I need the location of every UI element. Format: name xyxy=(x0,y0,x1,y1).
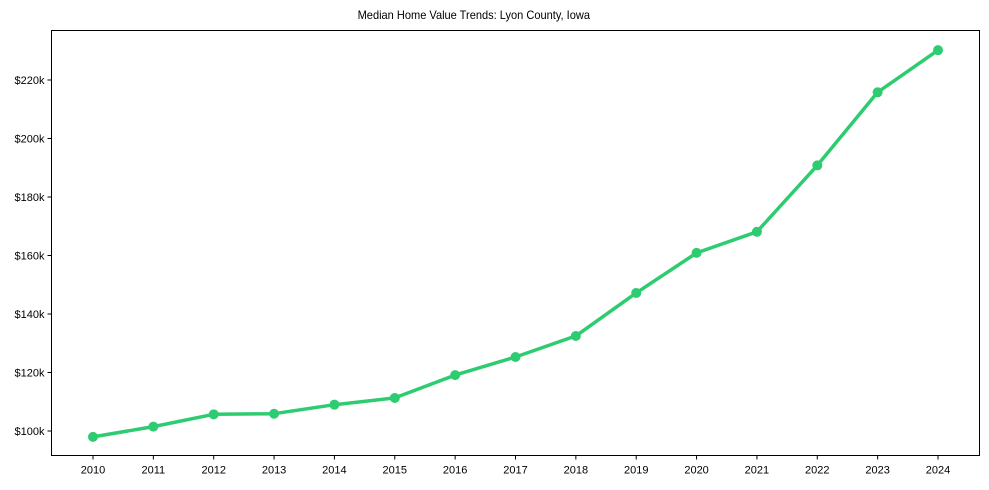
x-tick-label: 2014 xyxy=(322,465,346,477)
x-tick-label: 2024 xyxy=(926,465,950,477)
x-tick-label: 2011 xyxy=(142,465,166,477)
x-tick-label: 2010 xyxy=(81,465,105,477)
chart-title: Median Home Value Trends: Lyon County, I… xyxy=(357,8,590,22)
data-point xyxy=(450,370,461,381)
data-point xyxy=(631,287,642,298)
data-point xyxy=(691,247,702,258)
data-point xyxy=(510,351,521,362)
x-tick-label: 2022 xyxy=(805,465,829,477)
x-axis: 2010 2011 2012 2013 2014 2015 2016 2017 2018 2019… xyxy=(81,455,950,477)
x-tick-label: 2016 xyxy=(443,465,467,477)
y-tick-label: $120k xyxy=(15,368,45,380)
y-tick-label: $160k xyxy=(15,251,45,263)
x-tick-label: 2021 xyxy=(745,465,769,477)
data-point xyxy=(933,45,943,56)
x-tick-label: 2020 xyxy=(684,465,708,477)
data-point xyxy=(329,399,340,410)
x-tick-label: 2019 xyxy=(624,465,648,477)
y-tick-label: $180k xyxy=(15,192,45,204)
data-point xyxy=(148,421,159,432)
x-tick-label: 2017 xyxy=(503,465,527,477)
data-point xyxy=(751,226,762,237)
y-tick-label: $220k xyxy=(15,75,45,87)
data-point xyxy=(269,408,280,419)
x-tick-label: 2018 xyxy=(564,465,588,477)
y-axis: $100k $120k $140k $160k $180k $200k $220k xyxy=(15,75,52,438)
series-line xyxy=(91,48,940,439)
data-point xyxy=(812,160,823,171)
x-tick-label: 2023 xyxy=(865,465,889,477)
data-point xyxy=(88,431,98,442)
x-tick-label: 2013 xyxy=(262,465,286,477)
data-point xyxy=(208,409,219,420)
x-tick-label: 2012 xyxy=(201,465,225,477)
data-markers xyxy=(88,45,943,442)
y-tick-label: $200k xyxy=(15,134,45,146)
plot-frame xyxy=(51,30,980,456)
data-point xyxy=(570,330,581,341)
y-tick-label: $140k xyxy=(15,309,45,321)
x-tick-label: 2015 xyxy=(383,465,407,477)
y-tick-label: $100k xyxy=(15,426,45,438)
data-point xyxy=(872,87,883,98)
data-point xyxy=(389,392,400,403)
